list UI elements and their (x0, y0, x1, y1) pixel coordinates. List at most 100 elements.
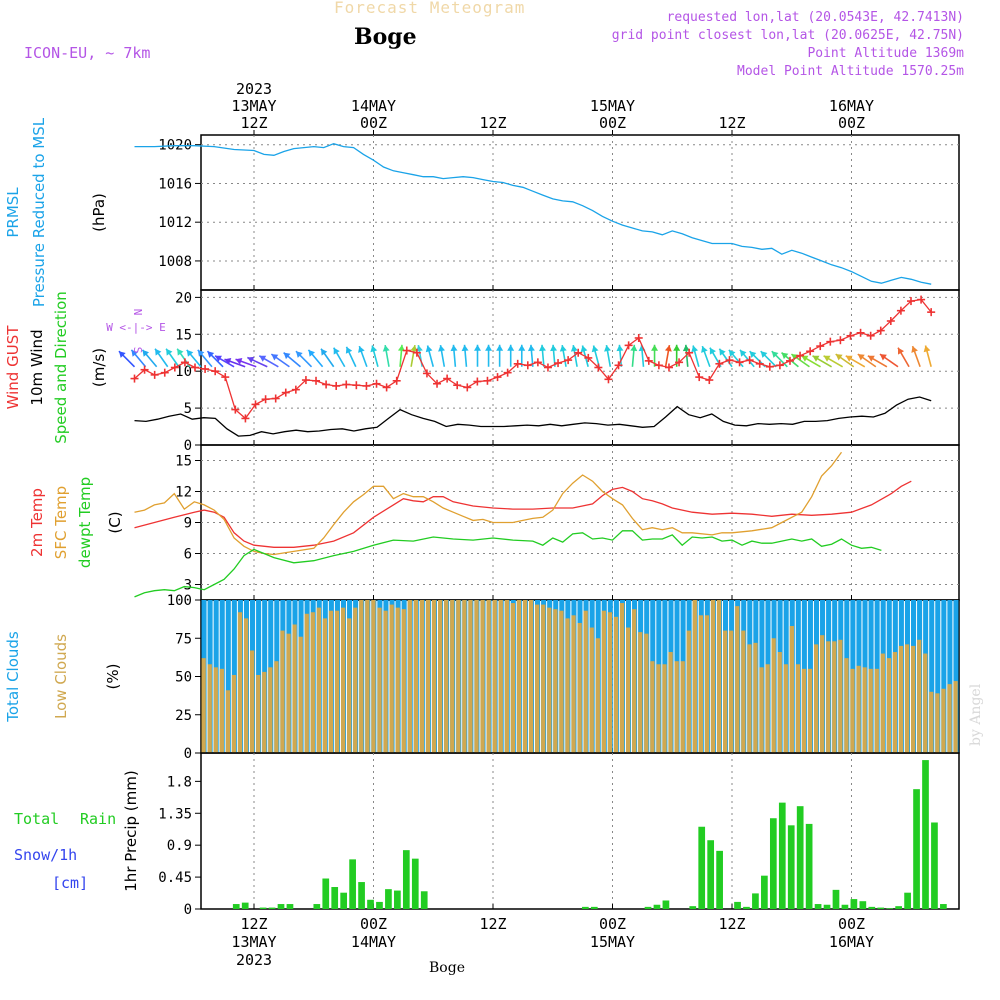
arrow-head (570, 345, 578, 352)
low-cloud-bar (771, 638, 776, 753)
low-cloud-bar (310, 612, 315, 753)
precip-bar (653, 904, 661, 909)
wind-direction-arrow (461, 344, 469, 367)
gust-marker (372, 379, 381, 388)
arrow-head (496, 344, 504, 351)
panel-label-wind: Speed and Direction (52, 291, 70, 444)
gust-marker (523, 361, 532, 370)
gust-marker (554, 359, 563, 368)
low-cloud-bar (256, 674, 261, 753)
low-cloud-bar (917, 639, 922, 753)
arrow-head (142, 349, 150, 357)
gust-marker (150, 370, 159, 379)
gust-marker (160, 368, 169, 377)
top-time-label: 00Z (360, 114, 387, 132)
arrow-head (701, 346, 708, 353)
low-cloud-bar (571, 615, 576, 753)
y-tick-label: 3 (184, 578, 192, 594)
arrow-head (283, 352, 291, 360)
arrow-head (651, 344, 659, 351)
precip-bar (402, 850, 410, 909)
series-line-sfc-temp (134, 451, 843, 556)
gust-marker (654, 361, 663, 370)
arrow-head (539, 344, 546, 352)
gust-marker (745, 356, 754, 365)
low-cloud-bar (941, 688, 946, 753)
precip-bar (331, 887, 339, 909)
low-cloud-bar (807, 668, 813, 753)
low-cloud-bar (541, 604, 546, 753)
low-cloud-bar (474, 600, 479, 753)
arrow-head (845, 355, 853, 362)
gust-marker (836, 336, 845, 345)
low-cloud-bar (334, 610, 340, 753)
arrow-head (450, 344, 458, 352)
bottom-time-label: 15MAY (590, 933, 635, 951)
gust-marker (433, 379, 442, 388)
gust-marker (140, 365, 149, 374)
precip-bar (940, 904, 947, 909)
precip-bar (367, 899, 374, 909)
gust-marker (251, 400, 260, 409)
gust-marker (624, 341, 633, 350)
panel-unit-wind: (m/s) (90, 348, 108, 387)
wind-direction-arrow (141, 349, 158, 368)
wind-direction-arrow (559, 344, 567, 367)
precip-bar (662, 900, 670, 909)
low-cloud-bar (632, 609, 637, 753)
y-tick-label: 25 (175, 708, 192, 724)
arrow-head (235, 358, 243, 365)
gust-marker (241, 414, 250, 423)
series-line-10m-wind (134, 396, 932, 437)
wind-direction-arrow (224, 358, 246, 368)
arrow-head (867, 355, 875, 362)
bottom-time-label: 12Z (718, 915, 745, 933)
precip-bar (734, 901, 741, 909)
y-tick-label: 9 (184, 516, 192, 532)
precip-label-cm: [cm] (52, 874, 88, 892)
precip-bar (268, 907, 276, 909)
gust-marker (352, 381, 361, 390)
gust-marker (584, 353, 593, 362)
precip-bar (868, 906, 876, 909)
gust-marker (796, 351, 805, 360)
low-cloud-bar (444, 600, 449, 753)
arrow-head (397, 344, 405, 352)
low-cloud-bar (328, 610, 334, 753)
gust-marker (402, 346, 411, 355)
low-cloud-bar (213, 667, 218, 753)
precip-bar (752, 893, 759, 909)
arrow-head (207, 351, 215, 358)
wind-direction-arrow (410, 344, 418, 367)
precip-bar (241, 902, 249, 909)
y-tick-label: 100 (167, 593, 192, 609)
y-tick-label: 5 (184, 401, 192, 417)
low-cloud-bar (498, 600, 503, 753)
arrow-head (518, 344, 526, 351)
wind-direction-arrow (630, 344, 638, 367)
low-cloud-bar (656, 664, 661, 753)
arrow-head (739, 349, 747, 357)
low-cloud-bar (547, 607, 552, 753)
y-tick-label: 0.9 (167, 838, 192, 854)
credit-watermark: by Angel (968, 683, 984, 746)
low-cloud-bar (832, 641, 837, 753)
low-cloud-bar (535, 604, 540, 753)
low-cloud-bar (753, 642, 758, 753)
arrow-head (673, 344, 681, 351)
gust-marker (211, 367, 220, 376)
arrow-head (550, 344, 558, 352)
precip-bar (582, 906, 589, 909)
arrow-head (527, 344, 535, 352)
gust-marker (130, 374, 139, 383)
arrow-head (709, 347, 716, 355)
wind-direction-arrow (186, 349, 202, 368)
panel-frame (200, 134, 960, 291)
low-cloud-bar (686, 630, 691, 753)
wind-direction-arrow (897, 347, 910, 368)
low-cloud-bar (231, 674, 237, 753)
wind-direction-arrow (691, 345, 700, 367)
wind-direction-arrow (845, 355, 866, 368)
low-cloud-bar (322, 618, 328, 753)
precip-bar (814, 904, 822, 909)
